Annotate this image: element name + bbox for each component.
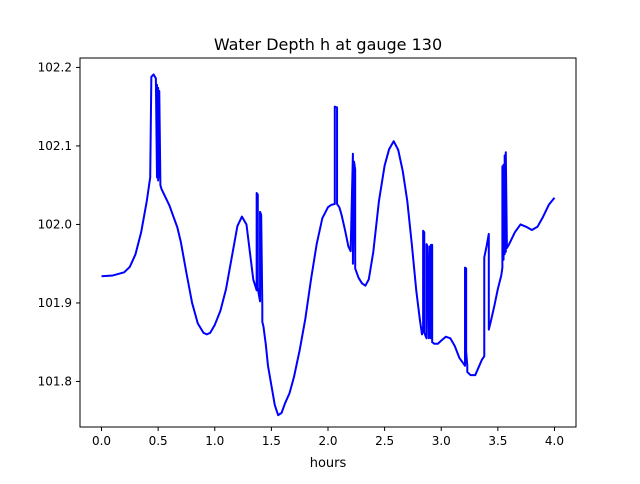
axis-ticks: 0.0 0.5 1.0 1.5 2.0 2.5 3.0 3.5 4.0 101.8 101.9 102… xyxy=(38,60,564,448)
y-tick-label: 102.2 xyxy=(38,60,72,74)
chart-title: Water Depth h at gauge 130 xyxy=(214,35,442,54)
x-tick-label: 2.0 xyxy=(318,434,337,448)
x-axis-label: hours xyxy=(310,456,347,471)
x-tick-label: 1.5 xyxy=(262,434,281,448)
x-tick-label: 4.0 xyxy=(545,434,564,448)
x-tick-label: 3.5 xyxy=(488,434,507,448)
series-line-1 xyxy=(101,73,556,417)
x-tick-label: 1.0 xyxy=(205,434,224,448)
plot-area xyxy=(101,73,556,417)
y-tick-label: 101.9 xyxy=(38,296,72,310)
x-tick-label: 3.0 xyxy=(432,434,451,448)
y-tick-label: 102.1 xyxy=(38,139,72,153)
y-tick-label: 102.0 xyxy=(38,217,72,231)
x-tick-label: 2.5 xyxy=(375,434,394,448)
x-tick-label: 0.0 xyxy=(92,434,111,448)
y-tick-label: 101.8 xyxy=(38,374,72,388)
x-tick-label: 0.5 xyxy=(149,434,168,448)
axes-frame xyxy=(79,57,577,428)
